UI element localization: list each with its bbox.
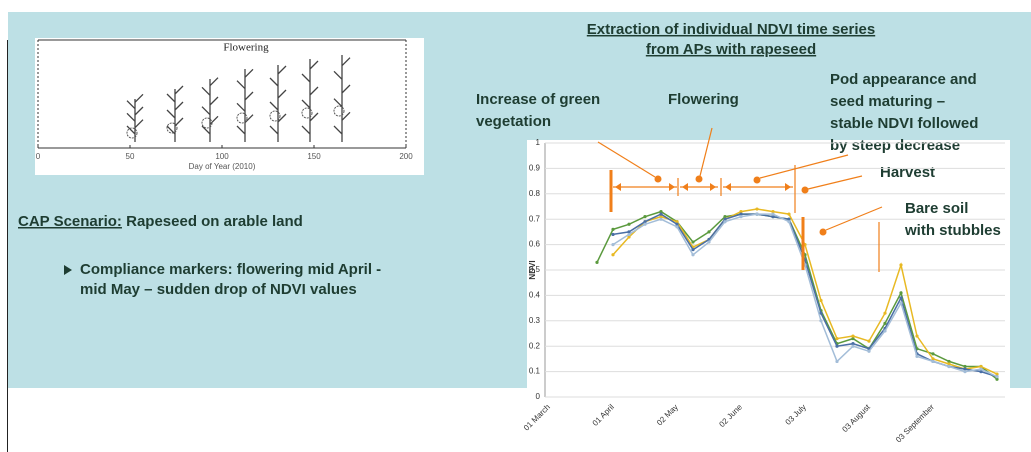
annotation-dot bbox=[696, 176, 703, 183]
inset-xlabel: Day of Year (2010) bbox=[189, 162, 256, 171]
y-tick-label: 0 bbox=[536, 392, 541, 401]
y-tick-label: 0.4 bbox=[529, 291, 541, 300]
annotation: Bare soil bbox=[905, 200, 968, 217]
series-point bbox=[755, 207, 758, 210]
annotation: with stubbles bbox=[904, 222, 1001, 239]
series-point bbox=[659, 213, 662, 216]
series-point bbox=[771, 213, 774, 216]
series-point bbox=[963, 370, 966, 373]
series-point bbox=[883, 329, 886, 332]
series-point bbox=[739, 215, 742, 218]
series-point bbox=[819, 299, 822, 302]
series-point bbox=[931, 360, 934, 363]
y-axis-label: NDVI bbox=[528, 260, 537, 279]
slide: Extraction of individual NDVI time serie… bbox=[0, 0, 1031, 452]
series-point bbox=[707, 240, 710, 243]
series-point bbox=[867, 340, 870, 343]
series-point bbox=[595, 261, 598, 264]
annotation-dot bbox=[820, 229, 827, 236]
series-point bbox=[915, 355, 918, 358]
series-point bbox=[707, 230, 710, 233]
series-point bbox=[851, 334, 854, 337]
series-point bbox=[691, 253, 694, 256]
slide-title: Extraction of individual NDVI time serie… bbox=[587, 21, 875, 38]
series-point bbox=[691, 248, 694, 251]
series-point bbox=[611, 243, 614, 246]
series-point bbox=[899, 263, 902, 266]
inset-tick-label: 50 bbox=[126, 152, 135, 161]
annotation: vegetation bbox=[476, 113, 551, 130]
series-point bbox=[643, 215, 646, 218]
y-tick-label: 0.9 bbox=[529, 164, 541, 173]
annotation: Increase of green bbox=[476, 91, 600, 108]
series-point bbox=[915, 334, 918, 337]
series-point bbox=[611, 233, 614, 236]
series-point bbox=[899, 296, 902, 299]
series-point bbox=[675, 225, 678, 228]
series-point bbox=[899, 301, 902, 304]
annotation-dot bbox=[802, 187, 809, 194]
annotation: by steep decrease bbox=[830, 137, 960, 154]
annotation: Flowering bbox=[668, 91, 739, 108]
annotation: stable NDVI followed bbox=[830, 115, 978, 132]
y-tick-label: 0.2 bbox=[529, 341, 541, 350]
annotation: seed maturing – bbox=[830, 93, 945, 110]
series-point bbox=[883, 322, 886, 325]
series-point bbox=[643, 223, 646, 226]
bullet-text: Compliance markers: flowering mid April … bbox=[80, 261, 381, 278]
inset-tick-label: 100 bbox=[215, 152, 229, 161]
annotation-dot bbox=[655, 176, 662, 183]
y-tick-label: 0.3 bbox=[529, 316, 541, 325]
series-point bbox=[995, 375, 998, 378]
y-tick-label: 0.7 bbox=[529, 214, 541, 223]
inset-image bbox=[35, 38, 424, 175]
series-point bbox=[835, 337, 838, 340]
bullet-text: mid May – sudden drop of NDVI values bbox=[80, 281, 357, 298]
y-tick-label: 0.8 bbox=[529, 189, 541, 198]
annotation: Harvest bbox=[880, 164, 935, 181]
inset-tick-label: 200 bbox=[399, 152, 413, 161]
series-point bbox=[947, 365, 950, 368]
annotation: Pod appearance and bbox=[830, 71, 977, 88]
annotation-dot bbox=[754, 177, 761, 184]
series-point bbox=[835, 345, 838, 348]
series-point bbox=[899, 291, 902, 294]
series-point bbox=[723, 220, 726, 223]
series-point bbox=[819, 319, 822, 322]
slide-title: from APs with rapeseed bbox=[646, 41, 816, 58]
series-point bbox=[611, 253, 614, 256]
series-point bbox=[611, 228, 614, 231]
series-point bbox=[835, 360, 838, 363]
series-point bbox=[627, 223, 630, 226]
series-point bbox=[979, 367, 982, 370]
y-tick-label: 0.1 bbox=[529, 367, 541, 376]
y-tick-label: 1 bbox=[536, 138, 541, 147]
inset-tick-label: 150 bbox=[307, 152, 321, 161]
cap-scenario: CAP Scenario: Rapeseed on arable land bbox=[18, 213, 303, 230]
y-tick-label: 0.6 bbox=[529, 240, 541, 249]
series-point bbox=[851, 345, 854, 348]
cap-label: CAP Scenario: bbox=[18, 213, 122, 230]
series-point bbox=[883, 312, 886, 315]
series-point bbox=[627, 233, 630, 236]
series-point bbox=[787, 220, 790, 223]
series-point bbox=[755, 213, 758, 216]
series-point bbox=[659, 218, 662, 221]
series-point bbox=[867, 350, 870, 353]
series-point bbox=[931, 352, 934, 355]
series-point bbox=[691, 240, 694, 243]
cap-text: Rapeseed on arable land bbox=[126, 213, 303, 230]
inset-title: Flowering bbox=[223, 42, 269, 54]
inset-tick-label: 0 bbox=[36, 152, 41, 161]
series-point bbox=[787, 213, 790, 216]
